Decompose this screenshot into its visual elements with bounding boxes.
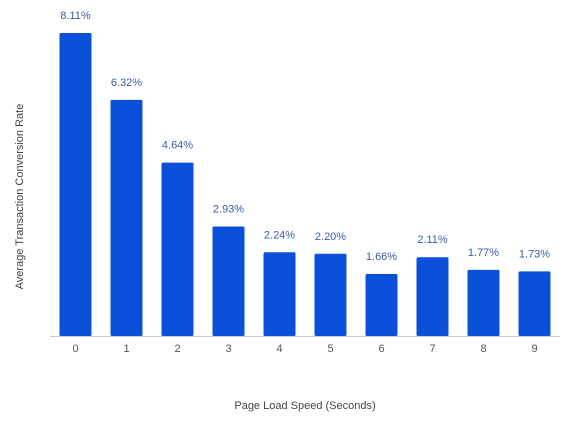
data-label-8: 1.77% bbox=[468, 247, 499, 259]
x-tick-label-2: 2 bbox=[174, 343, 180, 355]
bar-7 bbox=[416, 257, 449, 336]
bar-3 bbox=[212, 226, 245, 336]
bar-4 bbox=[263, 252, 296, 336]
data-label-7: 2.11% bbox=[417, 234, 448, 246]
x-tick-label-5: 5 bbox=[327, 343, 333, 355]
x-tick-label-7: 7 bbox=[429, 343, 435, 355]
bar-6 bbox=[365, 274, 398, 336]
x-tick-label-1: 1 bbox=[123, 343, 129, 355]
x-axis-title: Page Load Speed (Seconds) bbox=[234, 400, 375, 412]
x-tick-label-9: 9 bbox=[531, 343, 537, 355]
bar-0 bbox=[59, 33, 92, 336]
bars-layer bbox=[59, 33, 551, 337]
y-axis-title: Average Transaction Conversion Rate bbox=[14, 104, 26, 290]
data-label-1: 6.32% bbox=[111, 77, 142, 89]
x-tick-label-0: 0 bbox=[72, 343, 78, 355]
bar-5 bbox=[314, 253, 347, 336]
data-label-9: 1.73% bbox=[519, 248, 550, 260]
bar-9 bbox=[518, 271, 551, 336]
x-tick-label-8: 8 bbox=[480, 343, 486, 355]
data-label-4: 2.24% bbox=[264, 229, 295, 241]
bar-1 bbox=[110, 99, 143, 337]
data-label-2: 4.64% bbox=[162, 140, 193, 152]
data-label-3: 2.93% bbox=[213, 204, 244, 216]
x-tick-label-4: 4 bbox=[276, 343, 282, 355]
bar-8 bbox=[467, 269, 500, 336]
data-labels-layer: 8.11% 6.32% 4.64% 2.93% 2.24% 2.20% 1.66% 2.11%… bbox=[60, 10, 550, 263]
data-label-6: 1.66% bbox=[366, 251, 397, 263]
x-tick-label-6: 6 bbox=[378, 343, 384, 355]
x-tick-labels-layer: 0 1 2 3 4 5 6 7 8 9 bbox=[72, 343, 537, 355]
data-label-0: 8.11% bbox=[60, 10, 91, 22]
x-tick-label-3: 3 bbox=[225, 343, 231, 355]
data-label-5: 2.20% bbox=[315, 231, 346, 243]
bar-2 bbox=[161, 162, 194, 336]
